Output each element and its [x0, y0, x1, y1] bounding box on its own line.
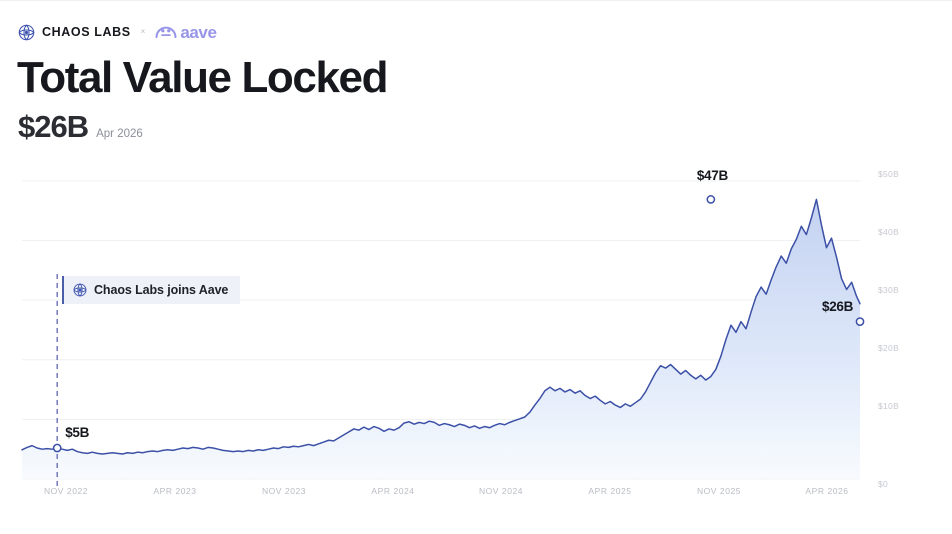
chart-area-fill: [22, 199, 860, 479]
aave-brand: aave: [155, 21, 217, 44]
y-tick-40b: $40B: [878, 227, 900, 237]
chaos-labs-logo-icon: [18, 24, 35, 41]
brand-bar: CHAOS LABS × aave: [18, 21, 217, 43]
x-tick-apr-2024: APR 2024: [371, 486, 415, 496]
aave-wordmark: aave: [180, 22, 217, 42]
aave-ghost-logo-icon: [155, 21, 177, 44]
event-annotation-badge[interactable]: Chaos Labs joins Aave: [62, 276, 241, 304]
start-point-label: $5B: [65, 425, 90, 440]
chaos-labs-brand: CHAOS LABS: [18, 24, 131, 41]
y-tick-0: $0: [878, 479, 889, 489]
headline-metric: $26B Apr 2026: [18, 111, 143, 142]
x-tick-nov-2022: NOV 2022: [43, 486, 89, 496]
chart-markers: [52, 195, 865, 453]
chart-line: [21, 198, 861, 455]
x-tick-nov-2023: NOV 2023: [261, 486, 307, 496]
metric-date: Apr 2026: [96, 128, 143, 140]
y-tick-30b: $30B: [878, 285, 900, 295]
x-tick-apr-2026: APR 2026: [805, 486, 849, 496]
x-tick-apr-2025: APR 2025: [588, 486, 632, 496]
page-title: Total Value Locked: [17, 53, 388, 102]
y-tick-10b: $10B: [878, 401, 900, 411]
chaos-labs-logo-icon: [73, 283, 87, 297]
brand-separator: ×: [140, 27, 146, 36]
x-tick-apr-2023: APR 2023: [153, 486, 197, 496]
peak-point-label: $47B: [696, 168, 728, 184]
x-tick-nov-2025: NOV 2025: [696, 486, 742, 496]
event-annotation-label: Chaos Labs joins Aave: [94, 282, 229, 297]
chaos-labs-wordmark: CHAOS LABS: [42, 24, 131, 39]
x-tick-nov-2024: NOV 2024: [478, 486, 524, 496]
y-tick-50b: $50B: [878, 169, 900, 179]
chart-plot-svg: [21, 180, 865, 489]
metric-value: $26B: [18, 109, 89, 144]
end-point-label: $26B: [822, 298, 854, 314]
y-tick-20b: $20B: [878, 343, 900, 353]
tvl-area-chart[interactable]: $50B $40B $30B $20B $10B $0 NOV 2022 APR…: [0, 156, 952, 531]
